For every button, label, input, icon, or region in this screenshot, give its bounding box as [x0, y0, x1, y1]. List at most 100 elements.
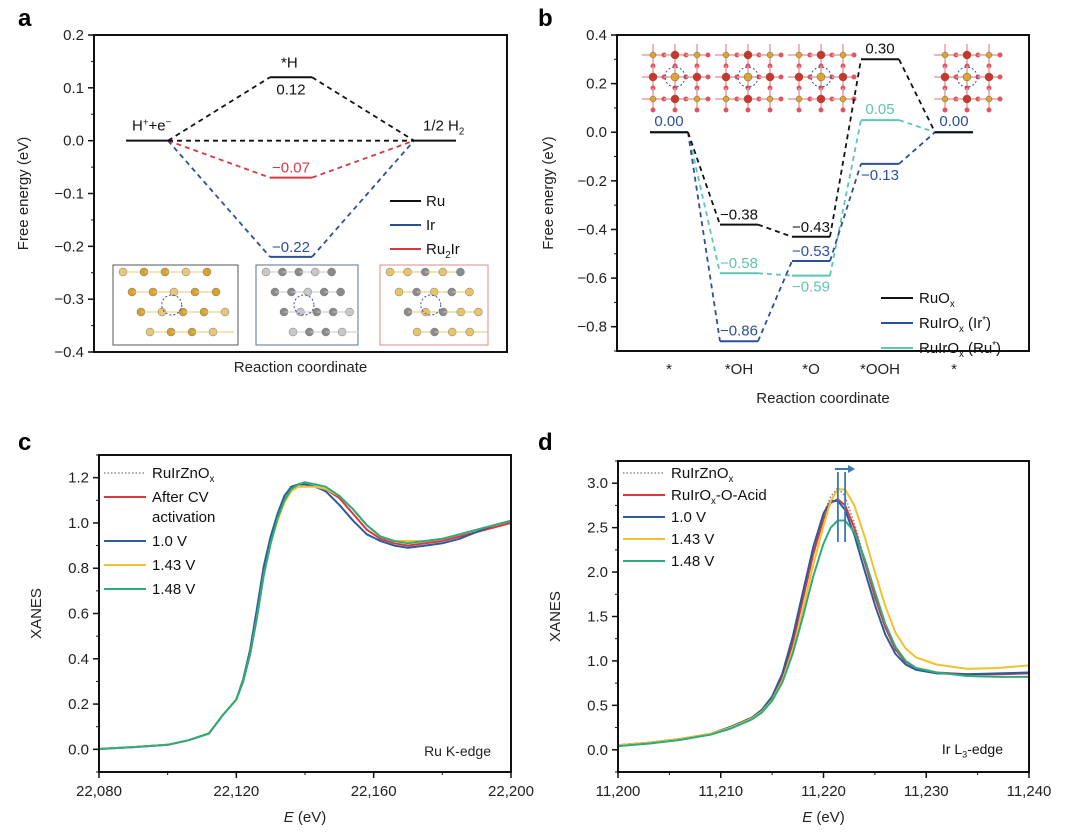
oxygen-atom	[997, 52, 1003, 58]
x-axis-label: E (eV)	[802, 809, 845, 826]
atom	[794, 72, 804, 82]
y-tick-label: 0.0	[587, 742, 608, 759]
connector	[898, 131, 936, 165]
series-group	[99, 481, 511, 751]
y-tick-label: 0.4	[68, 651, 89, 668]
atom	[649, 51, 657, 59]
x-tick-label: 22,200	[488, 783, 534, 800]
state-label-start: H++e−	[132, 117, 172, 135]
state-label-end: 1/2 H2	[423, 118, 464, 138]
connector-ru	[311, 76, 415, 142]
y-tick-label: 0.2	[63, 27, 84, 44]
legend-item: Ir	[426, 217, 435, 234]
connector	[757, 260, 793, 342]
panel-a-energy-diagram: 0.2 0.1 0.0 −0.1 −0.2 −0.3 −0.4 Free energy (eV…	[15, 27, 508, 376]
atom	[743, 72, 753, 82]
oxygen-atom	[778, 52, 784, 58]
inset-structure-oh	[715, 44, 784, 113]
data-label: −0.86	[720, 322, 758, 339]
atom	[648, 72, 658, 82]
x-category-label: *OH	[725, 361, 753, 378]
y-tick-label: 0.2	[68, 696, 89, 713]
x-axis-label: Reaction coordinate	[756, 390, 889, 407]
atom	[465, 287, 474, 297]
oxygen-atom	[997, 74, 1003, 80]
x-category-label: *	[951, 361, 957, 378]
y-tick-label: 1.2	[68, 470, 89, 487]
atom	[345, 307, 354, 317]
atom	[722, 51, 730, 59]
oxygen-atom	[723, 107, 729, 113]
atom	[839, 51, 847, 59]
atom	[327, 267, 336, 277]
edge-annotation: Ir L3-edge	[942, 741, 1003, 760]
legend-item: RuOx	[919, 290, 955, 310]
connector	[898, 58, 936, 133]
data-label: −0.38	[720, 207, 758, 224]
y-tick-label: 0.1	[63, 80, 84, 97]
inset-structure-ir	[255, 264, 359, 346]
x-tick-label: 11,210	[698, 783, 743, 800]
y-axis-label: XANES	[28, 588, 45, 639]
data-label-ru: 0.12	[276, 81, 305, 98]
atom	[692, 72, 702, 82]
y-tick-label: 3.0	[587, 475, 608, 492]
data-label: −0.59	[792, 279, 830, 296]
panel-label-d: d	[538, 429, 553, 456]
legend-item: 1.48 V	[671, 553, 714, 570]
oxygen-atom	[964, 107, 970, 113]
atom	[721, 72, 731, 82]
atom	[962, 72, 972, 82]
legend-item: 1.43 V	[671, 531, 714, 548]
panel-label-b: b	[538, 5, 553, 32]
y-axis-label: XANES	[547, 591, 564, 642]
connector	[829, 59, 862, 237]
atom	[743, 50, 753, 60]
plot-frame	[617, 460, 1030, 773]
atom	[743, 94, 753, 104]
oxygen-atom	[705, 52, 711, 58]
y-tick-label: −0.2	[577, 173, 607, 190]
series-group	[618, 486, 1029, 748]
y-tick-label: 1.0	[587, 653, 608, 670]
data-label: −0.13	[861, 167, 899, 184]
atom	[202, 267, 212, 277]
x-category-label: *O	[802, 361, 820, 378]
connector-ru	[167, 76, 271, 142]
connector	[687, 132, 721, 274]
inset-frame	[112, 264, 239, 346]
atom	[765, 72, 775, 82]
oxygen-atom	[997, 96, 1003, 102]
x-tick-label: 11,200	[596, 783, 641, 800]
legend-item: RuIrZnOx	[152, 465, 215, 485]
oxygen-atom	[942, 107, 948, 113]
legend-item: After CV	[152, 489, 209, 506]
adsorption-site-marker	[664, 66, 686, 88]
oxygen-atom	[840, 107, 846, 113]
oxygen-atom	[705, 74, 711, 80]
y-tick-label: 1.0	[68, 515, 89, 532]
atom	[670, 72, 680, 82]
data-label: 0.05	[865, 101, 894, 118]
data-label-ir: −0.22	[272, 239, 310, 256]
atom	[816, 94, 826, 104]
adsorption-site-marker	[293, 294, 315, 316]
oxygen-atom	[778, 74, 784, 80]
legend-item: Ru2Ir	[426, 241, 460, 261]
legend-item: 1.43 V	[152, 557, 195, 574]
atom	[474, 307, 483, 317]
atom	[211, 287, 221, 297]
y-axis-label: Free energy (eV)	[15, 137, 32, 250]
plot-frame-b	[616, 34, 1030, 352]
oxygen-atom	[767, 107, 773, 113]
y-tick-label: 0.6	[68, 606, 89, 623]
y-tick-label: −0.2	[54, 238, 84, 255]
y-tick-label: −0.3	[54, 291, 84, 308]
atom	[985, 95, 993, 103]
series-line-1-43-v	[618, 488, 1029, 747]
connector	[829, 163, 862, 262]
connector-ir	[167, 140, 271, 258]
atom	[693, 51, 701, 59]
connector	[687, 132, 721, 342]
